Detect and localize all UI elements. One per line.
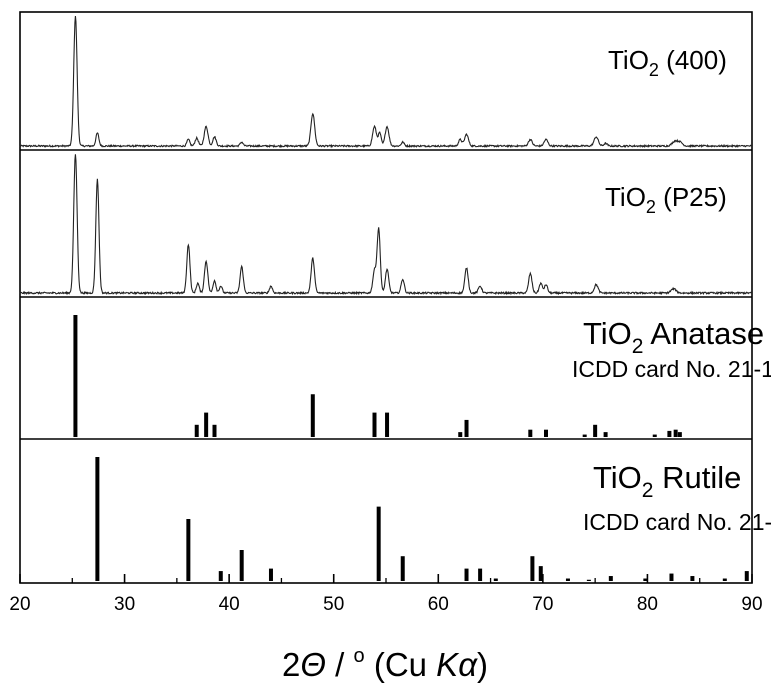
panel-1: TiO2 (400) — [19, 16, 753, 149]
panel-label-2: TiO2 (P25) — [605, 182, 727, 217]
x-tick-label: 60 — [428, 594, 449, 615]
x-tick-label: 30 — [114, 594, 135, 615]
label-subscript: 2 — [649, 60, 659, 80]
x-axis-title-alpha: α — [458, 646, 478, 683]
x-tick-label: 70 — [532, 594, 553, 615]
x-tick-label: 90 — [741, 594, 762, 615]
card-label-3: ICDD card No. 21-1272 — [572, 356, 771, 382]
x-axis-title-slash: / — [326, 646, 354, 683]
x-axis-title: 2Θ / o (Cu Kα) — [282, 645, 488, 683]
label-name: Rutile — [653, 460, 741, 495]
diffraction-pattern-line — [19, 16, 753, 149]
x-axis-title-k: K — [436, 646, 460, 683]
panel-label-1: TiO2 (400) — [608, 45, 727, 80]
label-subscript: 2 — [632, 335, 644, 358]
label-subscript: 2 — [642, 479, 654, 502]
panel-label-3: TiO2 Anatase — [583, 316, 764, 358]
label-formula: TiO — [605, 182, 646, 212]
panel-label-4: TiO2 Rutile — [593, 460, 741, 502]
x-axis-title-close: ) — [477, 646, 488, 683]
x-axis-title-theta: Θ — [300, 646, 326, 683]
x-tick-label: 80 — [637, 594, 658, 615]
label-name: (400) — [659, 45, 727, 75]
x-axis: 20 30 40 50 60 70 80 90 — [9, 574, 763, 615]
label-name: Anatase — [643, 316, 764, 351]
label-formula: TiO — [583, 316, 632, 351]
x-tick-label: 20 — [9, 594, 30, 615]
label-subscript: 2 — [646, 197, 656, 217]
x-tick-label: 40 — [219, 594, 240, 615]
card-label-4: ICDD card No. 21-1276 — [583, 509, 771, 535]
panel-4: TiO2 Rutile ICDD card No. 21-1276 — [95, 457, 771, 581]
x-tick-label: 50 — [323, 594, 344, 615]
label-formula: TiO — [608, 45, 649, 75]
label-formula: TiO — [593, 460, 642, 495]
x-axis-title-prefix: 2 — [282, 646, 300, 683]
diffraction-pattern-line — [19, 154, 753, 296]
x-axis-title-degree: o — [354, 645, 365, 667]
label-name: (P25) — [656, 182, 727, 212]
x-axis-title-open: (Cu — [365, 646, 437, 683]
panel-2: TiO2 (P25) — [19, 154, 753, 296]
